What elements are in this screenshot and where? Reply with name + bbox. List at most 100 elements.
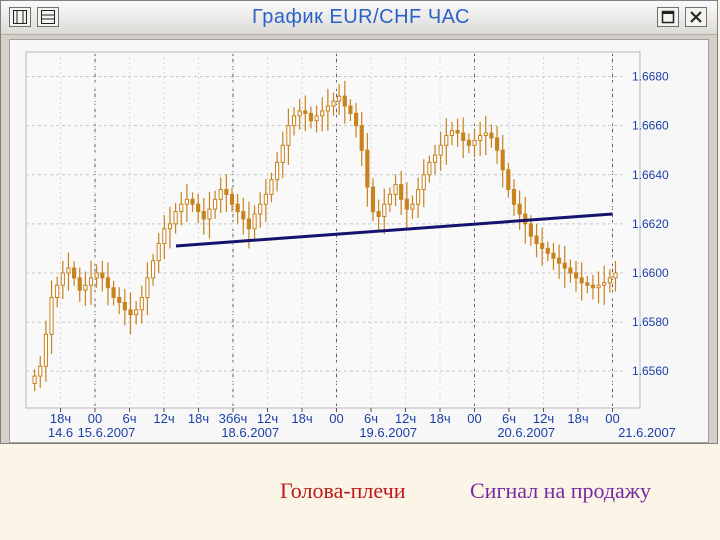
y-tick-label: 1.6580 (632, 315, 669, 329)
candle-body (94, 272, 99, 279)
candle-body (134, 309, 139, 316)
candle-body (511, 188, 517, 205)
candle-body (387, 193, 392, 205)
candle-body (421, 174, 426, 190)
candle-body (506, 169, 511, 190)
candle-body (489, 132, 494, 139)
candle-body (444, 134, 449, 146)
candle-body (241, 211, 246, 220)
candle-body (111, 287, 116, 299)
candle-body (540, 243, 545, 249)
y-tick-label: 1.6680 (632, 70, 669, 84)
candle-body (196, 203, 201, 213)
close-button[interactable] (685, 7, 707, 27)
candle-body (83, 284, 88, 291)
candle-body (218, 188, 223, 200)
restore-icon (41, 10, 55, 24)
window-menu-button[interactable] (9, 7, 31, 27)
candle-body (337, 95, 342, 102)
candle-body (179, 203, 184, 213)
candle-body (213, 198, 218, 210)
x-hour-label: 6ч (364, 411, 378, 426)
candle-body (342, 95, 347, 107)
candle-body (49, 297, 54, 335)
candle-body (173, 211, 178, 225)
candle-body (528, 223, 533, 237)
restore-button[interactable] (37, 7, 59, 27)
maximize-button[interactable] (657, 7, 679, 27)
candle-body (410, 203, 415, 210)
candle-body (297, 110, 302, 117)
candle-body (472, 139, 477, 146)
candle-body (72, 267, 77, 279)
candle-body (562, 262, 567, 269)
candle-body (269, 179, 274, 195)
candle-body (314, 115, 319, 122)
candle-body (483, 132, 488, 136)
candle-body (359, 125, 364, 151)
window-title: График EUR/CHF ЧАС (251, 6, 470, 28)
candle-body (399, 184, 404, 200)
candle-body (43, 333, 48, 367)
candle-body (461, 132, 466, 141)
candle-body (32, 375, 37, 384)
x-date-label: 15.6.2007 (78, 425, 136, 440)
candle-body (258, 203, 263, 215)
candle-body (280, 144, 285, 163)
candlestick-chart: 1.6680 1.6660 1.6640 1.6620 1.6600 1.6580 1.65… (25, 51, 676, 440)
candle-body (393, 184, 398, 195)
x-hour-label: 00 (88, 411, 102, 426)
candle-body (534, 235, 539, 245)
y-axis: 1.6680 1.6660 1.6640 1.6620 1.6600 1.6580 1.65… (632, 70, 669, 379)
candle-body (353, 112, 359, 127)
candle-body (60, 272, 65, 286)
candle-body (303, 110, 308, 114)
candle-body (145, 277, 150, 299)
x-hour-label: 12ч (533, 411, 554, 426)
candle-body (105, 277, 111, 289)
candle-body (545, 247, 550, 254)
x-date-label: 14.6 (48, 425, 73, 440)
candle-body (162, 228, 167, 245)
chart-area: 1.6680 1.6660 1.6640 1.6620 1.6600 1.6580 1.65… (9, 39, 709, 443)
candle-body (602, 282, 607, 286)
x-axis: 18ч 00 6ч 12ч 18ч 3б6ч 12ч 18ч 00 6ч 12ч 18ч 00 6ч 12ч… (48, 408, 676, 440)
candle-body (224, 188, 229, 195)
neckline-group (175, 212, 613, 248)
x-hour-label: 00 (467, 411, 481, 426)
x-hour-label: 18ч (291, 411, 312, 426)
y-tick-label: 1.6560 (632, 364, 669, 378)
candle-body (167, 223, 173, 230)
candle-body (128, 309, 133, 316)
candle-body (150, 260, 156, 279)
candle-body (494, 137, 500, 151)
y-tick-label: 1.6620 (632, 217, 669, 231)
candle-body (370, 186, 376, 213)
candle-body (291, 115, 297, 127)
x-date-label: 20.6.2007 (497, 425, 555, 440)
x-date-label: 18.6.2007 (221, 425, 279, 440)
candle-body (122, 301, 127, 311)
x-hour-label: 12ч (257, 411, 278, 426)
candle-body (517, 203, 522, 215)
candle-body (432, 154, 438, 163)
candle-body (331, 100, 336, 107)
x-hour-label: 00 (605, 411, 619, 426)
candle-body (590, 284, 596, 289)
maximize-icon (661, 10, 675, 24)
x-hour-label: 18ч (188, 411, 209, 426)
candle-body (376, 211, 381, 217)
candle-body (88, 277, 94, 286)
candle-body (275, 161, 280, 181)
candle-body (190, 198, 195, 205)
candle-body (607, 277, 612, 284)
candle-body (100, 272, 105, 279)
candle-body (427, 161, 432, 176)
x-hour-label: 18ч (567, 411, 588, 426)
x-hour-label: 12ч (395, 411, 416, 426)
candle-body (55, 284, 60, 299)
signal-caption: Сигнал на продажу (470, 478, 652, 503)
title-bar: График EUR/CHF ЧАС (1, 1, 717, 35)
candle-body (365, 149, 370, 188)
chart-window: График EUR/CHF ЧАС 1.6680 1.6660 1.6640 1.6… (0, 0, 718, 444)
